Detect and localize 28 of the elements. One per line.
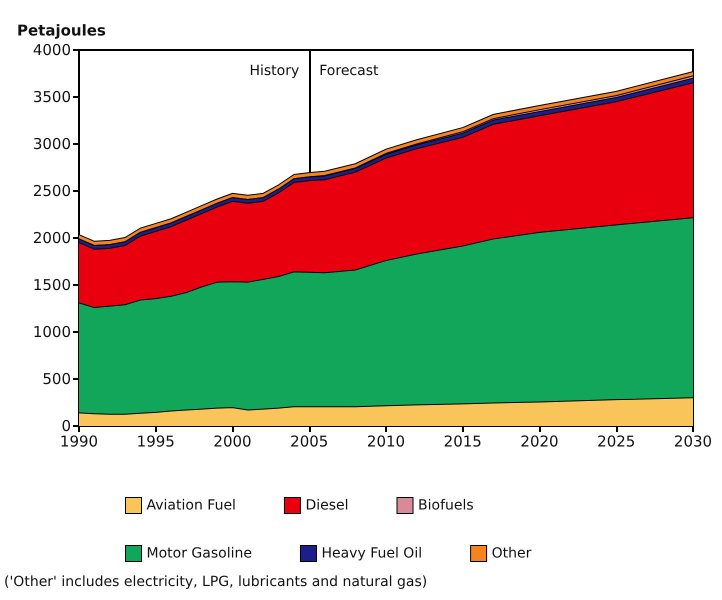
y-tick-label: 4000 [32,41,71,59]
x-tick-label: 2010 [366,432,406,450]
x-tick-label: 2025 [597,432,636,450]
annotation: Forecast [319,63,379,79]
y-tick-label: 2000 [32,229,71,247]
x-tick-label: 1995 [136,432,175,450]
x-tick-label: 2015 [444,432,482,450]
x-tick-label: 2020 [520,432,559,450]
x-tick-label: 2030 [674,432,712,450]
y-tick-label: 1500 [32,276,71,294]
legend-label: Biofuels [418,498,474,514]
y-tick-label: 3000 [32,135,71,153]
y-tick-label: 500 [42,370,71,388]
x-tick-label: 2005 [290,432,328,450]
legend-label: Heavy Fuel Oil [321,546,422,562]
x-tick-label: 1990 [60,432,98,450]
y-tick-label: 2500 [32,182,71,200]
x-tick-label: 2000 [213,432,252,450]
text: ('Other' includes electricity, LPG, lubricants and natural gas) [4,574,428,590]
legend-label: Other [492,546,532,562]
legend-label: Aviation Fuel [146,498,236,514]
y-tick-label: 3500 [32,88,71,106]
annotation: History [249,63,300,79]
y-axis-title: Petajoules [17,22,106,40]
legend-label: Motor Gasoline [146,546,252,562]
y-tick-label: 1000 [32,323,71,341]
y-tick-label: 0 [61,417,71,435]
legend-label: Diesel [305,498,349,514]
